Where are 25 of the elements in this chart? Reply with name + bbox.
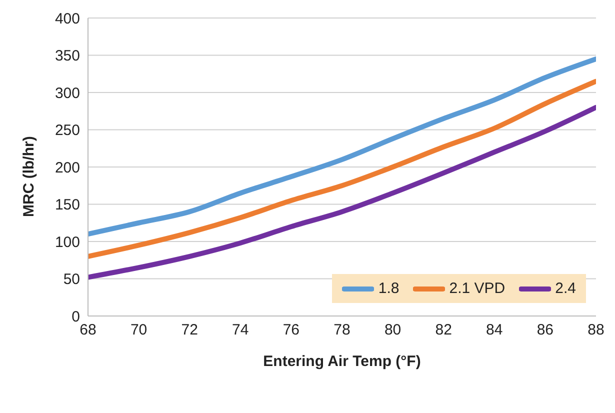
y-axis-title: MRC (lb/hr) xyxy=(20,136,38,217)
x-tick-label: 86 xyxy=(536,322,554,339)
x-tick-label: 72 xyxy=(181,322,198,339)
y-tick-label: 50 xyxy=(63,271,80,288)
legend-label: 1.8 xyxy=(377,280,400,297)
y-tick-label: 300 xyxy=(54,84,80,102)
x-tick-label: 78 xyxy=(334,322,350,339)
y-tick-label: 250 xyxy=(54,122,80,140)
x-tick-label: 80 xyxy=(384,322,402,339)
x-tick-label: 84 xyxy=(486,322,503,339)
y-tick-label: 100 xyxy=(54,234,80,251)
x-tick-label: 74 xyxy=(232,322,249,339)
x-tick-label: 88 xyxy=(588,322,604,339)
legend-label: 2.1 VPD xyxy=(448,280,506,297)
x-axis-title: Entering Air Temp (°F) xyxy=(263,353,421,370)
legend-label: 2.4 xyxy=(554,280,576,297)
x-tick-label: 82 xyxy=(435,322,452,339)
y-tick-label: 400 xyxy=(54,10,80,28)
y-tick-label: 350 xyxy=(54,48,80,65)
x-tick-label: 76 xyxy=(282,322,300,339)
x-tick-label: 70 xyxy=(130,322,148,339)
y-tick-label: 200 xyxy=(54,159,80,176)
y-tick-label: 150 xyxy=(54,196,80,214)
y-tick-label: 0 xyxy=(72,308,80,326)
x-tick-label: 68 xyxy=(80,322,96,339)
